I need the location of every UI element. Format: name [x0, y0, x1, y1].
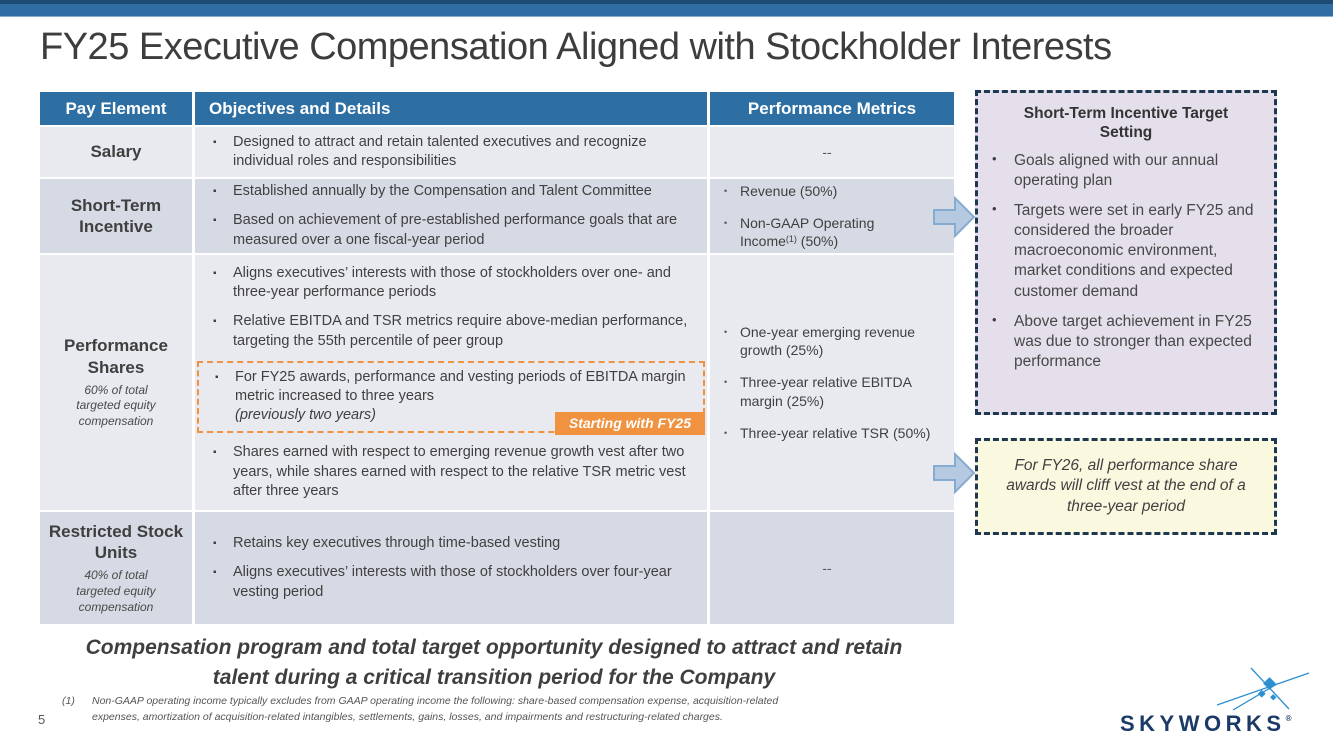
table-row-rsu-label: Restricted Stock Units 40% of total targ… [40, 512, 192, 624]
metric-bullet: Revenue (50%) [720, 182, 934, 200]
table-row-salary-label: Salary [40, 127, 192, 177]
starting-with-fy25-badge: Starting with FY25 [554, 412, 705, 436]
table-row-sti-label: Short-Term Incentive [40, 179, 192, 253]
table-row-sti-metrics: Revenue (50%) Non-GAAP Operating Income(… [710, 179, 954, 253]
footnote: (1) Non-GAAP operating income typically … [62, 694, 792, 726]
callout-text: For FY26, all performance share awards w… [1006, 456, 1246, 515]
skyworks-logo: SKYWORKS® [1120, 667, 1310, 739]
short-term-incentive-callout: Short-Term Incentive Target Setting Goal… [975, 90, 1277, 415]
fy25-change-highlight-box: For FY25 awards, performance and vesting… [197, 360, 705, 436]
column-header-metrics: Performance Metrics [710, 92, 954, 125]
table-row-performance-shares-label: Performance Shares 60% of total targeted… [40, 255, 192, 510]
table-row-salary-objectives: Designed to attract and retain talented … [195, 127, 707, 177]
column-header-pay-element: Pay Element [40, 92, 192, 125]
metric-bullet: Three-year relative EBITDA margin (25%) [720, 373, 934, 409]
table-row-salary-metrics: -- [710, 127, 954, 177]
page-number: 5 [38, 712, 46, 727]
objective-bullet: Aligns executives’ interests with those … [207, 563, 695, 601]
pay-element-name: Salary [90, 142, 142, 162]
pay-element-subtext: 60% of total targeted equity compensatio… [76, 382, 156, 429]
skyworks-spark-icon [1216, 667, 1310, 711]
callout-bullet: Targets were set in early FY25 and consi… [990, 201, 1262, 302]
page-title: FY25 Executive Compensation Aligned with… [40, 26, 1112, 68]
table-row-rsu-objectives: Retains key executives through time-base… [195, 512, 707, 624]
column-header-objectives: Objectives and Details [195, 92, 707, 125]
registered-mark: ® [1285, 714, 1292, 723]
objective-bullet: Aligns executives’ interests with those … [207, 264, 695, 302]
summary-statement: Compensation program and total target op… [85, 636, 903, 690]
table-row-sti-objectives: Established annually by the Compensation… [195, 179, 707, 253]
pay-element-subtext: 40% of total targeted equity compensatio… [76, 568, 156, 614]
objective-bullet: Based on achievement of pre-established … [207, 211, 695, 249]
footnote-ref: (1) [785, 234, 797, 245]
callout-bullet: Goals aligned with our annual operating … [990, 151, 1262, 191]
flow-arrow-icon [933, 451, 976, 495]
pay-element-name: Performance Shares [64, 336, 168, 377]
callout-bullet: Above target achievement in FY25 was due… [990, 312, 1262, 372]
metric-bullet: One-year emerging revenue growth (25%) [720, 323, 934, 359]
metric-bullet: Non-GAAP Operating Income(1) (50%) [720, 214, 934, 250]
objective-bullet: For FY25 awards, performance and vesting… [209, 368, 695, 406]
callout-title: Short-Term Incentive Target Setting [1023, 105, 1229, 142]
objective-bullet: Shares earned with respect to emerging r… [207, 443, 695, 500]
objective-bullet: Designed to attract and retain talented … [207, 133, 695, 171]
objective-bullet: Retains key executives through time-base… [207, 534, 695, 553]
objective-bullet: Established annually by the Compensation… [207, 182, 695, 201]
pay-element-name: Restricted Stock Units [48, 521, 184, 563]
footnote-marker: (1) [62, 695, 75, 707]
top-accent-bar [0, 0, 1333, 17]
footnote-text: Non-GAAP operating income typically excl… [92, 695, 779, 723]
table-row-rsu-metrics: -- [710, 512, 954, 624]
skyworks-wordmark: SKYWORKS® [1120, 711, 1292, 736]
table-row-performance-shares-objectives: Aligns executives’ interests with those … [195, 255, 707, 510]
pay-element-name: Short-Term Incentive [70, 195, 162, 236]
highlight-note: (previously two years) [235, 406, 377, 423]
compensation-table: Pay Element Objectives and Details Perfo… [40, 92, 954, 624]
fy26-vesting-callout: For FY26, all performance share awards w… [975, 438, 1277, 535]
flow-arrow-icon [933, 195, 976, 239]
metric-bullet: Three-year relative TSR (50%) [720, 424, 934, 442]
table-row-performance-shares-metrics: One-year emerging revenue growth (25%) T… [710, 255, 954, 510]
objective-bullet: Relative EBITDA and TSR metrics require … [207, 312, 695, 350]
